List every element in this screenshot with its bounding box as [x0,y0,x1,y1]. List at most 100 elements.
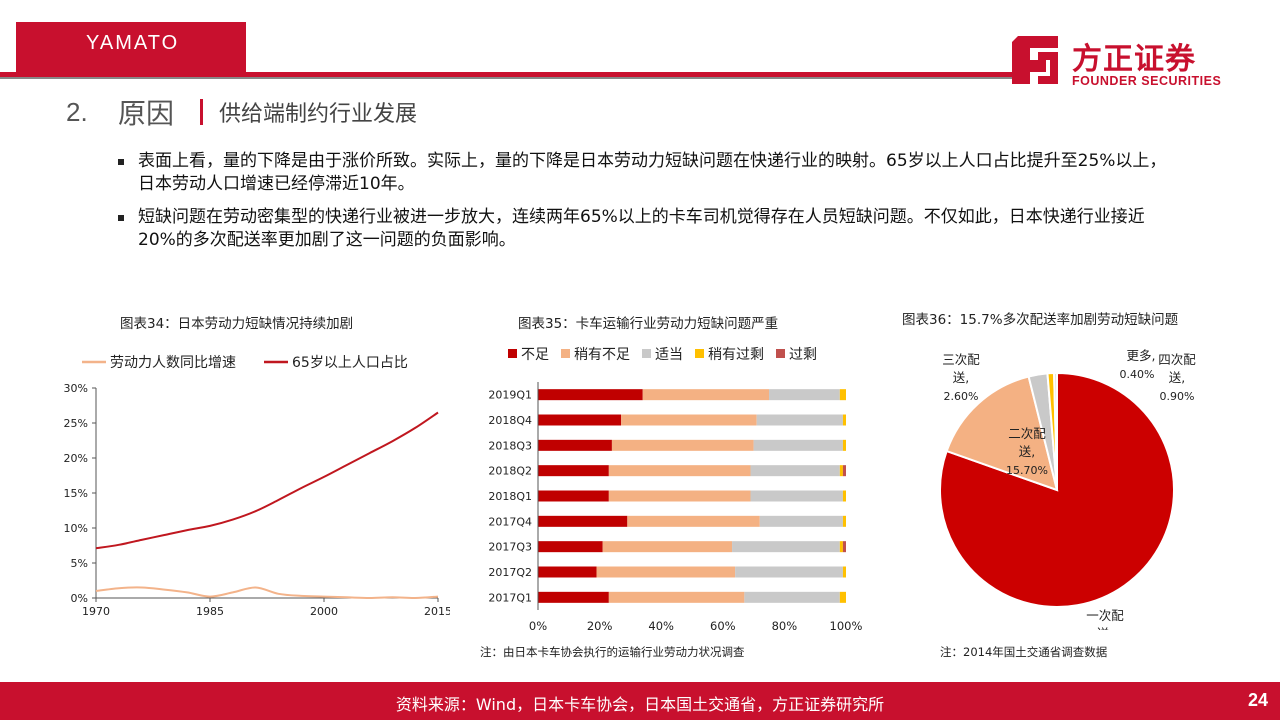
x-tick-label: 60% [710,619,736,633]
bar-segment [842,414,846,426]
x-tick-label: 0% [529,619,547,633]
category-label: 2017Q2 [488,566,532,579]
bar-segment [611,439,754,451]
category-label: 2019Q1 [488,389,532,402]
legend-swatch [642,349,651,358]
x-tick-label: 40% [648,619,674,633]
legend-label: 稍有过剩 [708,347,764,363]
chart35-note: 注：由日本卡车协会执行的运输行业劳动力状况调查 [480,645,745,659]
heading-subtitle: 供给端制约行业发展 [219,102,418,127]
legend-label: 不足 [521,347,549,363]
y-tick-label: 10% [64,522,88,535]
pie-value-label: 2.60% [944,390,979,403]
x-tick-label: 20% [587,619,613,633]
bar-segment [842,515,846,527]
pie-label: 四次配 [1158,352,1196,367]
bar-segment [538,541,603,553]
pie-label: 更多, [1127,348,1156,363]
logo-english-name: FOUNDER SECURITIES [1072,74,1222,88]
bar-segment [642,389,769,401]
chart34-line-chart: 劳动力人数同比增速 65岁以上人口占比 0% 5% 10% 15% 20% 25% 30% 19… [64,355,450,618]
y-tick-label: 15% [64,487,88,500]
x-tick-label: 2015 [424,605,450,618]
chart36-pie-chart: 一次配送,80.40%二次配送,15.70%三次配送,2.60%四次配送,0.9… [939,348,1196,630]
pie-label: 二次配 [1008,426,1046,441]
legend-swatch [776,349,785,358]
chart36-title: 图表36：15.7%多次配送率加剧劳动短缺问题 [902,312,1179,328]
header-divider-shadow [0,77,1020,79]
category-label: 2018Q3 [488,439,532,452]
bar-segment [732,541,840,553]
bar-segment [538,490,609,502]
bar-segment [538,414,622,426]
bar-segment [608,591,745,603]
pie-label: 一次配 [1086,608,1124,623]
x-tick-label: 1970 [82,605,110,618]
bar-segment [596,566,736,578]
legend-swatch [561,349,570,358]
pie-value-label: 0.40% [1120,368,1155,381]
bullet-list: 表面上看，量的下降是由于涨价所致。实际上，量的下降是日本劳动力短缺问题在快递行业… [116,150,1176,262]
footer-source: 资料来源：Wind，日本卡车协会，日本国土交通省，方正证券研究所 [395,695,885,714]
y-tick-label: 0% [71,592,88,605]
bar-segment [753,439,843,451]
bar-segment [842,541,846,553]
x-tick-label: 2000 [310,605,338,618]
bar-segment [750,465,840,477]
bar-segment [842,566,846,578]
x-tick-label: 1985 [196,605,224,618]
pie-label: 送, [1169,370,1185,385]
founder-logo-icon [1012,36,1058,84]
bar-segment [538,439,612,451]
legend-swatch [695,349,704,358]
legend-swatch [508,349,517,358]
slide-heading: 2. 原因 供给端制约行业发展 [66,92,417,132]
bar-segment [839,541,843,553]
bar-segment [538,389,643,401]
chart36-note: 注：2014年国土交通省调查数据 [940,645,1108,659]
y-tick-label: 25% [64,417,88,430]
bar-segment [602,541,733,553]
section-tag: YAMATO [16,22,246,72]
y-tick-label: 20% [64,452,88,465]
bar-segment [735,566,843,578]
pie-value-label: 15.70% [1006,464,1048,477]
pie-label: 送, [1019,444,1035,459]
bar-segment [750,490,843,502]
legend-label: 过剩 [789,347,817,363]
bar-segment [842,439,846,451]
pie-label: 三次配 [942,352,980,367]
pie-slice [945,375,1059,492]
bar-segment [621,414,757,426]
bar-segment [627,515,760,527]
bullet-item: 表面上看，量的下降是由于涨价所致。实际上，量的下降是日本劳动力短缺问题在快递行业… [116,150,1176,196]
section-tag-label: YAMATO [86,32,180,54]
founder-securities-logo: 方正证券 FOUNDER SECURITIES [1006,32,1236,92]
y-tick-label: 5% [71,557,88,570]
category-label: 2017Q4 [488,515,532,528]
bar-segment [538,465,609,477]
header-divider [0,72,1020,77]
bar-segment [538,515,628,527]
bar-segment [756,414,843,426]
heading-separator [200,99,204,125]
series-line-1 [95,586,439,600]
y-tick-label: 30% [64,382,88,395]
bar-segment [839,591,846,603]
bar-segment [759,515,843,527]
category-label: 2018Q2 [488,465,532,478]
x-tick-label: 100% [830,619,863,633]
bar-segment [538,566,597,578]
footer-bar: 资料来源：Wind，日本卡车协会，日本国土交通省，方正证券研究所 24 [0,682,1280,720]
legend-label: 稍有不足 [574,347,630,363]
series-line-2 [95,411,439,550]
bullet-item: 短缺问题在劳动密集型的快递行业被进一步放大，连续两年65%以上的卡车司机觉得存在… [116,206,1176,252]
pie-label: 送, [1097,626,1113,630]
chart35-stacked-bar-chart: 不足 稍有不足 适当 稍有过剩 过剩 2019Q1 2018Q4 2018Q3 2018Q2 2… [488,347,863,633]
bar-segment [538,591,609,603]
bar-segment [744,591,840,603]
bar-segment [842,465,846,477]
category-label: 2017Q1 [488,591,532,604]
bar-segment [839,389,846,401]
category-label: 2017Q3 [488,541,532,554]
